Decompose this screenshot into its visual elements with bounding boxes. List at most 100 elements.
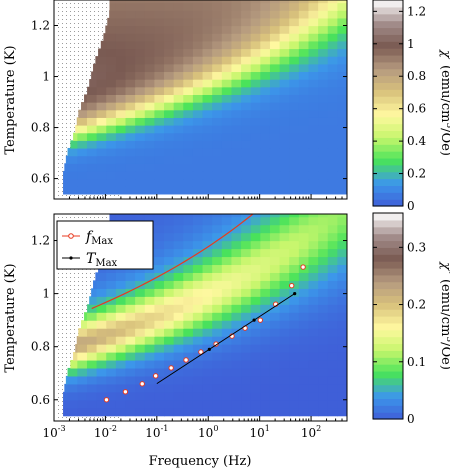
heatmap-cell	[318, 225, 328, 234]
heatmap-cell	[164, 117, 174, 125]
heatmap-cell	[260, 360, 270, 369]
heatmap-cell	[251, 117, 261, 125]
heatmap-cell	[183, 10, 193, 18]
heatmap-cell	[145, 117, 155, 125]
heatmap-cell	[289, 400, 299, 409]
heatmap-cell	[328, 296, 338, 305]
heatmap-cell	[97, 376, 107, 385]
heatmap-cell	[251, 352, 261, 361]
heatmap-cell	[337, 280, 347, 289]
heatmap-cell	[231, 79, 241, 87]
heatmap-cell	[154, 79, 164, 87]
heatmap-cell	[337, 48, 347, 56]
heatmap-cell	[231, 376, 241, 385]
heatmap-cell	[116, 280, 126, 289]
heatmap-cell	[212, 179, 222, 187]
y-tick-label: 0.6	[31, 172, 50, 186]
heatmap-cell	[203, 272, 213, 281]
heatmap-cell	[260, 33, 270, 41]
heatmap-cell	[193, 94, 203, 102]
heatmap-cell	[87, 186, 97, 194]
heatmap-cell	[308, 328, 318, 337]
heatmap-cell	[251, 87, 261, 95]
heatmap-cell	[193, 233, 203, 242]
heatmap-cell	[241, 64, 251, 72]
heatmap-cell	[308, 352, 318, 361]
heatmap-cell	[299, 87, 309, 95]
heatmap-cell	[280, 87, 290, 95]
heatmap-cell	[280, 312, 290, 321]
heatmap-cell	[222, 368, 232, 377]
heatmap-cell	[251, 392, 261, 401]
heatmap-cell	[318, 304, 328, 313]
heatmap-cell	[231, 186, 241, 194]
heatmap-cell	[231, 33, 241, 41]
heatmap-cell	[125, 328, 135, 337]
colorbar-swatch	[373, 268, 403, 275]
heatmap-cell	[164, 233, 174, 242]
heatmap-cell	[183, 217, 193, 226]
heatmap-cell	[89, 296, 97, 305]
colorbar-tick-label: 0	[407, 412, 415, 426]
heatmap-cell	[183, 64, 193, 72]
heatmap-cell	[203, 56, 213, 64]
heatmap-cell	[212, 288, 222, 297]
heatmap-cell	[337, 171, 347, 179]
colorbar-tick-label: 0.8	[407, 69, 426, 83]
heatmap-cell	[106, 133, 116, 141]
heatmap-cell	[260, 125, 270, 133]
heatmap-cell	[193, 64, 203, 72]
heatmap-cell	[203, 256, 213, 265]
heatmap-cell	[328, 328, 338, 337]
heatmap-cell	[125, 117, 135, 125]
heatmap-cell	[154, 87, 164, 95]
heatmap-cell	[231, 117, 241, 125]
heatmap-cell	[328, 280, 338, 289]
heatmap-cell	[68, 163, 78, 171]
heatmap-cell	[328, 186, 338, 194]
heatmap-cell	[241, 368, 251, 377]
heatmap-cell	[91, 288, 97, 297]
heatmap-cell	[308, 186, 318, 194]
heatmap-cell	[203, 400, 213, 409]
chi-prime-heatmap-panel: 0.60.811.2 Temperature (K)	[3, 0, 348, 199]
heatmap-cell	[164, 296, 174, 305]
heatmap-cell	[174, 33, 184, 41]
heatmap-cell	[193, 71, 203, 79]
heatmap-cell	[164, 312, 174, 321]
heatmap-cell	[203, 64, 213, 72]
heatmap-cell	[289, 3, 299, 11]
heatmap-cell	[241, 33, 251, 41]
heatmap-cell	[87, 368, 97, 377]
heatmap-cell	[308, 368, 318, 377]
heatmap-cell	[260, 336, 270, 345]
heatmap-cell	[135, 312, 145, 321]
heatmap-cell	[116, 71, 126, 79]
heatmap-cell	[203, 264, 213, 273]
heatmap-cell	[289, 296, 299, 305]
heatmap-cell	[164, 352, 174, 361]
heatmap-cell	[203, 312, 213, 321]
heatmap-cell	[337, 352, 347, 361]
heatmap-cell	[260, 264, 270, 273]
colorbar-swatch	[373, 254, 403, 261]
heatmap-cell	[193, 241, 203, 250]
heatmap-cell	[145, 163, 155, 171]
heatmap-cell	[299, 368, 309, 377]
heatmap-cell	[193, 217, 203, 226]
heatmap-cell	[193, 272, 203, 281]
heatmap-cell	[164, 249, 174, 258]
heatmap-cell	[337, 209, 347, 218]
heatmap-cell	[328, 71, 338, 79]
heatmap-cell	[299, 56, 309, 64]
heatmap-cell	[328, 360, 338, 369]
heatmap-cell	[251, 3, 261, 11]
heatmap-cell	[174, 3, 184, 11]
heatmap-cell	[212, 3, 222, 11]
heatmap-cell	[183, 71, 193, 79]
heatmap-cell	[308, 400, 318, 409]
heatmap-cell	[270, 320, 280, 329]
heatmap-cell	[280, 320, 290, 329]
heatmap-cell	[280, 102, 290, 110]
heatmap-cell	[318, 209, 328, 218]
